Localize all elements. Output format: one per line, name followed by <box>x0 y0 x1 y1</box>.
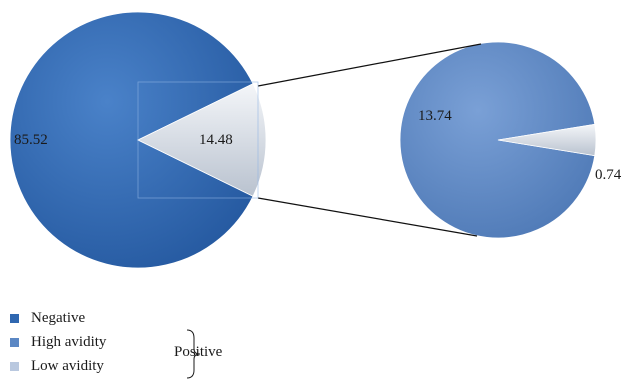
legend-swatch-high-avidity <box>10 337 19 347</box>
pie-slice-negative <box>9 11 254 269</box>
secondary-pie <box>399 41 597 239</box>
legend-item-high-avidity: High avidity <box>10 330 106 354</box>
legend-swatch-low-avidity <box>10 361 19 371</box>
label-low-avidity: 0.74 <box>595 167 622 183</box>
legend-swatch-negative <box>10 313 19 323</box>
legend-group-label-positive: Positive <box>174 344 223 360</box>
connector-line-bottom <box>257 197 478 237</box>
main-pie <box>9 11 267 269</box>
legend-label-low-avidity: Low avidity <box>31 357 104 374</box>
label-negative: 85.52 <box>14 132 48 148</box>
selection-frame <box>137 81 259 199</box>
label-positive: 14.48 <box>199 132 233 148</box>
legend-label-negative: Negative <box>31 309 86 326</box>
legend-item-low-avidity: Low avidity <box>10 354 106 378</box>
legend-item-negative: Negative <box>10 306 106 330</box>
pie-slice-high-avidity <box>399 41 596 239</box>
connector-line-top <box>257 43 482 87</box>
pie-slice-positive <box>137 83 267 197</box>
pie-slice-low-avidity <box>497 123 597 157</box>
legend-brace <box>186 329 201 379</box>
legend-label-high-avidity: High avidity <box>31 333 107 350</box>
legend: Negative High avidity Low avidity <box>10 306 106 378</box>
label-high-avidity: 13.74 <box>418 108 452 124</box>
